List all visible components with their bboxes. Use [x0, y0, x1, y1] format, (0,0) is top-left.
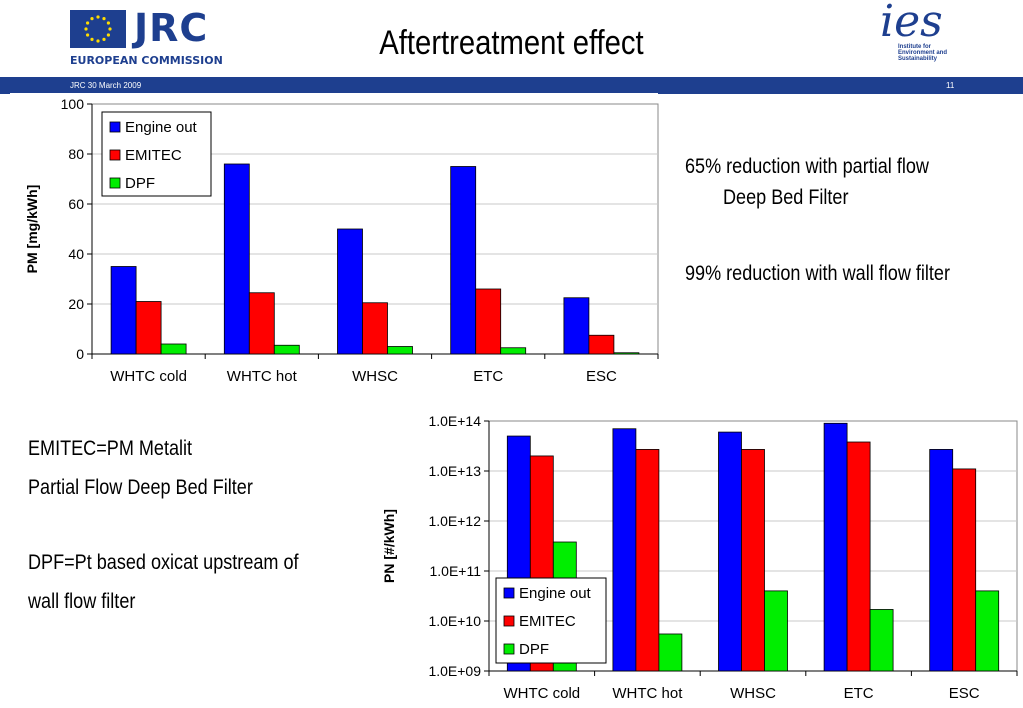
note-partial-flow-line2: Deep Bed Filter	[723, 186, 849, 209]
pn-bar	[612, 428, 637, 672]
note-dpf-line1: DPF=Pt based oxicat upstream of	[28, 551, 299, 574]
note-partial-flow-line1: 65% reduction with partial flow	[685, 155, 929, 178]
pm-bar	[337, 228, 363, 355]
jrc-logo-text: JRC	[134, 6, 209, 50]
pn-ylabel: PN [#/kWh]	[381, 509, 397, 583]
pn-xtick-label: ESC	[949, 685, 980, 702]
page-title: Aftertreatment effect	[379, 24, 644, 62]
pm-bar	[475, 288, 502, 355]
commission-text: EUROPEAN COMMISSION	[70, 54, 223, 67]
pm-ytick-label: 80	[68, 146, 84, 162]
pm-ytick-label: 0	[76, 346, 84, 362]
pm-bar	[110, 266, 137, 355]
pn-ytick-label: 1.0E+14	[428, 413, 481, 429]
pn-bar	[975, 590, 1000, 672]
header-bar: JRC 30 March 2009 11	[0, 77, 1023, 94]
pn-ytick-label: 1.0E+12	[428, 513, 481, 529]
pm-bar	[273, 344, 300, 355]
pm-legend-swatch	[109, 177, 121, 189]
pm-xtick-label: ETC	[473, 368, 503, 385]
pm-ytick-label: 60	[68, 196, 84, 212]
pm-bar	[160, 343, 187, 355]
note-wall-flow: 99% reduction with wall flow filter	[685, 262, 951, 285]
note-dpf-line2: wall flow filter	[28, 590, 136, 613]
pm-bar	[613, 352, 640, 355]
pn-ytick-label: 1.0E+11	[429, 563, 481, 579]
pn-xtick-label: ETC	[844, 685, 874, 702]
pn-legend-label: DPF	[519, 641, 549, 658]
pm-legend-label: EMITEC	[125, 147, 182, 164]
pm-xtick-label: WHSC	[352, 368, 398, 385]
pn-ytick-label: 1.0E+13	[428, 463, 481, 479]
pn-legend-swatch	[503, 643, 515, 655]
header-bar-gap	[10, 93, 658, 95]
pn-bar	[823, 422, 848, 672]
pn-legend-swatch	[503, 615, 515, 627]
pn-bar	[635, 449, 660, 672]
pn-bar	[741, 449, 765, 672]
pn-xtick-label: WHTC hot	[612, 685, 683, 702]
pn-bar	[718, 431, 742, 672]
ies-logo: ies Institute for Environment and Sustai…	[880, 0, 970, 68]
pm-bar	[223, 163, 250, 355]
pm-ytick-label: 20	[68, 296, 84, 312]
pn-ytick-label: 1.0E+10	[428, 613, 481, 629]
pn-bar	[929, 449, 954, 672]
pn-bar	[658, 633, 683, 672]
pm-ytick-label: 100	[61, 96, 85, 112]
pm-xtick-label: WHTC cold	[110, 368, 187, 385]
pm-bar	[387, 346, 413, 355]
pm-ylabel: PM [mg/kWh]	[24, 185, 40, 274]
pn-xtick-label: WHSC	[730, 685, 776, 702]
note-emitec-line1: EMITEC=PM Metalit	[28, 437, 193, 460]
pn-legend-label: EMITEC	[519, 613, 576, 630]
pn-ytick-label: 1.0E+09	[428, 663, 481, 679]
pn-bar	[952, 468, 977, 672]
pn-bar	[764, 590, 788, 672]
page-number: 11	[946, 81, 955, 90]
pm-xtick-label: WHTC hot	[227, 368, 298, 385]
footer-date: JRC 30 March 2009	[70, 81, 142, 90]
pm-bar	[450, 166, 477, 355]
pm-legend-swatch	[109, 149, 121, 161]
pm-legend-swatch	[109, 121, 121, 133]
pm-ytick-label: 40	[68, 246, 84, 262]
pn-bar	[846, 441, 871, 672]
pm-legend-label: DPF	[125, 175, 155, 192]
pm-bar	[588, 334, 615, 355]
pn-legend-label: Engine out	[519, 585, 592, 602]
pm-bar	[248, 292, 275, 355]
pn-xtick-label: WHTC cold	[503, 685, 580, 702]
pn-legend-swatch	[503, 587, 515, 599]
ies-subtitle: Institute for Environment and Sustainabi…	[898, 44, 948, 62]
pm-bar	[135, 301, 162, 355]
pm-legend-label: Engine out	[125, 119, 198, 136]
pn-bar	[869, 609, 894, 672]
eu-flag-icon	[70, 10, 126, 48]
pm-xtick-label: ESC	[586, 368, 617, 385]
jrc-logo: JRC EUROPEAN COMMISSION	[70, 6, 223, 68]
note-emitec-line2: Partial Flow Deep Bed Filter	[28, 476, 253, 499]
pm-bar	[362, 302, 388, 355]
pm-bar	[563, 297, 590, 355]
pm-bar	[500, 347, 527, 355]
ies-logo-text: ies	[880, 0, 943, 47]
